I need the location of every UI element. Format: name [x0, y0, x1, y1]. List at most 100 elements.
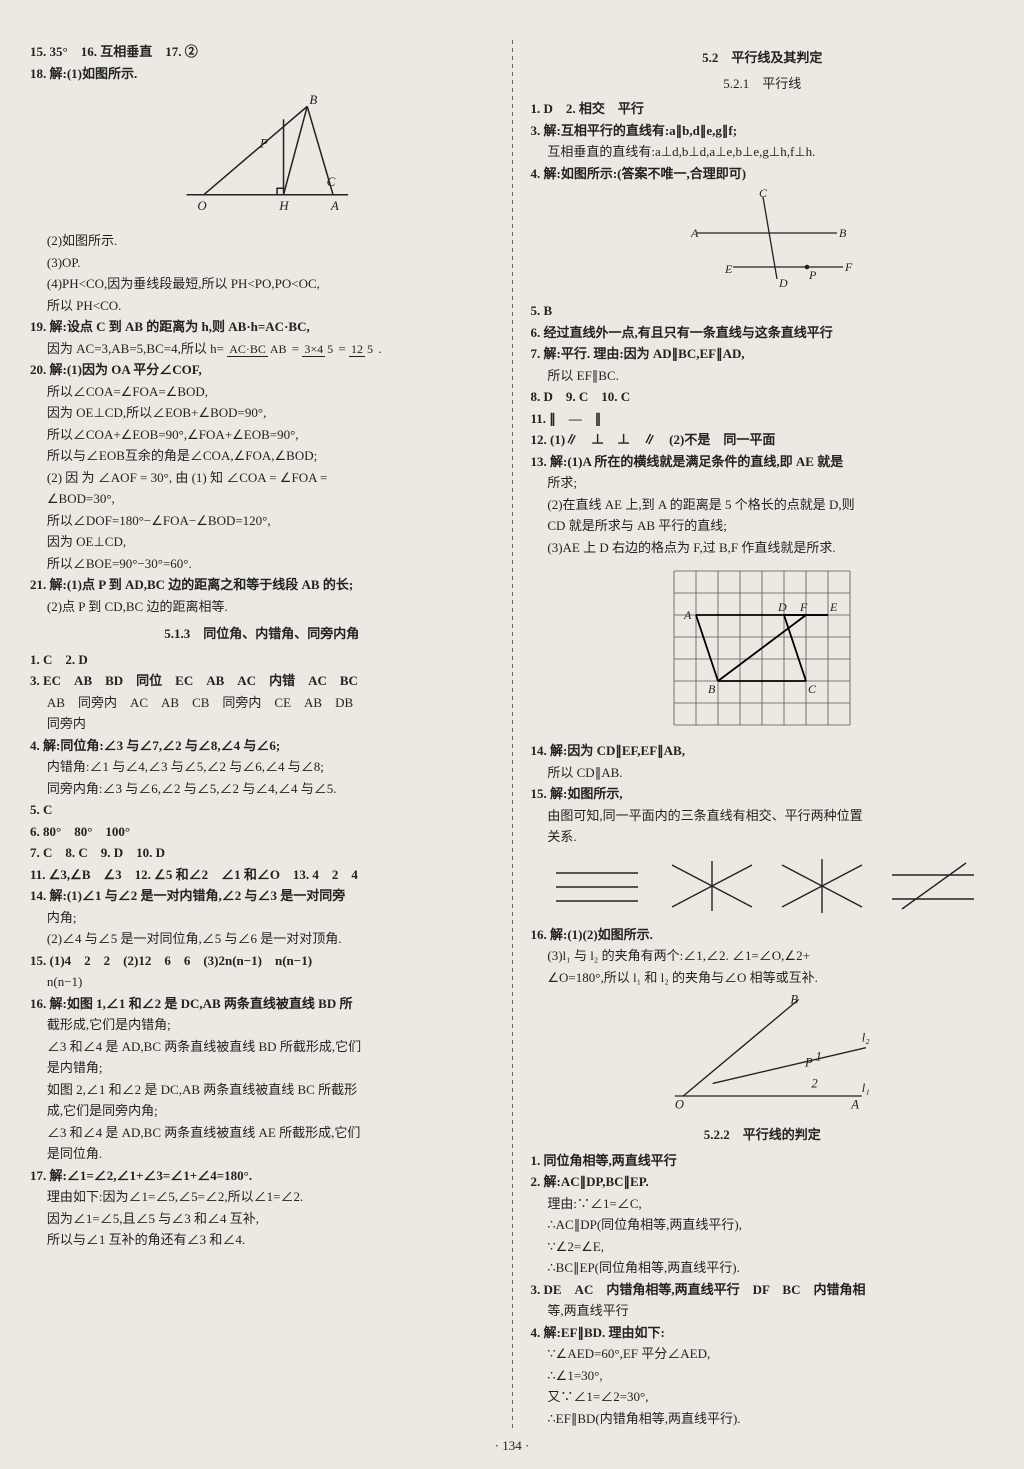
figure-r4: AB CD EF P: [657, 187, 867, 297]
q16f: 成,它们是同旁内角;: [30, 1101, 494, 1121]
svg-text:1: 1: [816, 1049, 822, 1063]
q16b: 截形成,它们是内错角;: [30, 1015, 494, 1035]
r7b: 所以 EF∥BC.: [531, 366, 995, 386]
r6: 6. 经过直线外一点,有且只有一条直线与这条直线平行: [531, 323, 995, 343]
svg-text:C: C: [808, 682, 817, 696]
q16d: 是内错角;: [30, 1058, 494, 1078]
svg-text:B: B: [309, 92, 317, 107]
q14b: 内角;: [30, 908, 494, 928]
r14b: 所以 CD∥AB.: [531, 763, 995, 783]
eq2: =: [338, 341, 345, 356]
q4a: 4. 解:同位角:∠3 与∠7,∠2 与∠8,∠4 与∠6;: [30, 736, 494, 756]
section-5-2-1: 5.2.1 平行线: [531, 74, 995, 94]
r13d: CD 就是所求与 AB 平行的直线;: [531, 516, 995, 536]
item-15-17: 15. 35° 16. 互相垂直 17. ②: [30, 42, 494, 62]
q3a: 3. EC AB BD 同位 EC AB AC 内错 AC BC: [30, 671, 494, 691]
q16c: ∠3 和∠4 是 AD,BC 两条直线被直线 BD 所截形成,它们: [30, 1037, 494, 1057]
s2c: ∴AC∥DP(同位角相等,两直线平行),: [531, 1215, 995, 1235]
svg-text:D: D: [777, 600, 787, 614]
frac-3x4-5: 3×45: [302, 343, 335, 356]
q14c: (2)∠4 与∠5 是一对同位角,∠5 与∠6 是一对对顶角.: [30, 929, 494, 949]
r13e: (3)AE 上 D 右边的格点为 F,过 B,F 作直线就是所求.: [531, 538, 995, 558]
q16g: ∠3 和∠4 是 AD,BC 两条直线被直线 AE 所截形成,它们: [30, 1123, 494, 1143]
item-20f: (2) 因 为 ∠AOF = 30°, 由 (1) 知 ∠COA = ∠FOA …: [30, 468, 494, 488]
s4b: ∵∠AED=60°,EF 平分∠AED,: [531, 1344, 995, 1364]
q4c: 同旁内角:∠3 与∠6,∠2 与∠5,∠2 与∠4,∠4 与∠5.: [30, 779, 494, 799]
r13a: 13. 解:(1)A 所在的横线就是满足条件的直线,即 AE 就是: [531, 452, 995, 472]
q14a: 14. 解:(1)∠1 与∠2 是一对内错角,∠2 与∠3 是一对同旁: [30, 886, 494, 906]
svg-text:2: 2: [812, 1077, 819, 1091]
q16h: 是同位角.: [30, 1144, 494, 1164]
item-20g: ∠BOD=30°,: [30, 489, 494, 509]
r8-10: 8. D 9. C 10. C: [531, 387, 995, 407]
q15b: n(n−1): [30, 972, 494, 992]
r5: 5. B: [531, 301, 995, 321]
s4a: 4. 解:EF∥BD. 理由如下:: [531, 1323, 995, 1343]
item-18-intro: 18. 解:(1)如图所示.: [30, 64, 494, 84]
q1-2: 1. C 2. D: [30, 650, 494, 670]
q17c: 因为∠1=∠5,且∠5 与∠3 和∠4 互补,: [30, 1209, 494, 1229]
left-column: 15. 35° 16. 互相垂直 17. ② 18. 解:(1)如图所示. O …: [30, 40, 494, 1430]
s4c: ∴∠1=30°,: [531, 1366, 995, 1386]
q17d: 所以与∠1 互补的角还有∠3 和∠4.: [30, 1230, 494, 1250]
r11: 11. ∥ — ∥: [531, 409, 995, 429]
item-20i: 因为 OE⊥CD,: [30, 532, 494, 552]
svg-text:C: C: [326, 174, 335, 189]
svg-text:B: B: [708, 682, 716, 696]
svg-text:P: P: [804, 1056, 813, 1070]
svg-text:E: E: [724, 262, 733, 276]
item-18-4a: (4)PH<CO,因为垂线段最短,所以 PH<PO,PO<OC,: [30, 274, 494, 294]
svg-text:l₁: l₁: [862, 1081, 870, 1095]
section-5-2-2: 5.2.2 平行线的判定: [531, 1125, 995, 1145]
item-20j: 所以∠BOE=90°−30°=60°.: [30, 554, 494, 574]
item-20d: 所以∠COA+∠EOB=90°,∠FOA+∠EOB=90°,: [30, 425, 494, 445]
q7-10: 7. C 8. C 9. D 10. D: [30, 843, 494, 863]
r7a: 7. 解:平行. 理由:因为 AD∥BC,EF∥AD,: [531, 344, 995, 364]
q15a: 15. (1)4 2 2 (2)12 6 6 (3)2n(n−1) n(n−1): [30, 951, 494, 971]
svg-text:A: A: [330, 198, 339, 213]
q4b: 内错角:∠1 与∠4,∠3 与∠5,∠2 与∠6,∠4 与∠8;: [30, 757, 494, 777]
s1: 1. 同位角相等,两直线平行: [531, 1151, 995, 1171]
r16c: ∠O=180°,所以 l₁ 和 l₂ 的夹角与∠O 相等或互补.: [531, 968, 995, 988]
r15b: 由图可知,同一平面内的三条直线有相交、平行两种位置: [531, 806, 995, 826]
svg-text:H: H: [278, 198, 289, 213]
r14a: 14. 解:因为 CD∥EF,EF∥AB,: [531, 741, 995, 761]
svg-text:P: P: [259, 135, 268, 150]
svg-text:F: F: [799, 600, 808, 614]
item-18-2: (2)如图所示.: [30, 231, 494, 251]
r13b: 所求;: [531, 473, 995, 493]
item-20a: 20. 解:(1)因为 OA 平分∠COF,: [30, 360, 494, 380]
q17b: 理由如下:因为∠1=∠5,∠5=∠2,所以∠1=∠2.: [30, 1187, 494, 1207]
svg-text:A: A: [683, 608, 692, 622]
q16e: 如图 2,∠1 和∠2 是 DC,AB 两条直线被直线 BC 所截形: [30, 1080, 494, 1100]
svg-text:O: O: [197, 198, 207, 213]
s4e: ∴EF∥BD(内错角相等,两直线平行).: [531, 1409, 995, 1429]
columns: 15. 35° 16. 互相垂直 17. ② 18. 解:(1)如图所示. O …: [30, 40, 994, 1430]
svg-text:D: D: [778, 276, 788, 290]
q6: 6. 80° 80° 100°: [30, 822, 494, 842]
item-18-4b: 所以 PH<CO.: [30, 296, 494, 316]
item-20b: 所以∠COA=∠FOA=∠BOD,: [30, 382, 494, 402]
item-19b-pre: 因为 AC=3,AB=5,BC=4,所以 h=: [47, 341, 224, 356]
s3b: 等,两直线平行: [531, 1301, 995, 1321]
svg-text:C: C: [759, 187, 768, 200]
r15a: 15. 解:如图所示,: [531, 784, 995, 804]
page: 15. 35° 16. 互相垂直 17. ② 18. 解:(1)如图所示. O …: [0, 0, 1024, 1469]
item-19b-post: .: [378, 341, 381, 356]
right-column: 5.2 平行线及其判定 5.2.1 平行线 1. D 2. 相交 平行 3. 解…: [531, 40, 995, 1430]
r3a: 3. 解:互相平行的直线有:a∥b,d∥e,g∥f;: [531, 121, 995, 141]
item-20e: 所以与∠EOB互余的角是∠COA,∠FOA,∠BOD;: [30, 446, 494, 466]
s2d: ∵∠2=∠E,: [531, 1237, 995, 1257]
svg-text:O: O: [675, 1098, 684, 1112]
section-5-2: 5.2 平行线及其判定: [531, 48, 995, 68]
item-20h: 所以∠DOF=180°−∠FOA−∠BOD=120°,: [30, 511, 494, 531]
item-18-3: (3)OP.: [30, 253, 494, 273]
item-20c: 因为 OE⊥CD,所以∠EOB+∠BOD=90°,: [30, 403, 494, 423]
figure-18: O H A C B P: [152, 87, 372, 227]
column-divider: [512, 40, 513, 1430]
item-19a: 19. 解:设点 C 到 AB 的距离为 h,则 AB·h=AC·BC,: [30, 317, 494, 337]
svg-text:A: A: [851, 1098, 860, 1112]
r16b: (3)l₁ 与 l₂ 的夹角有两个:∠1,∠2. ∠1=∠O,∠2+: [531, 946, 995, 966]
section-5-1-3: 5.1.3 同位角、内错角、同旁内角: [30, 624, 494, 644]
s2a: 2. 解:AC∥DP,BC∥EP.: [531, 1172, 995, 1192]
